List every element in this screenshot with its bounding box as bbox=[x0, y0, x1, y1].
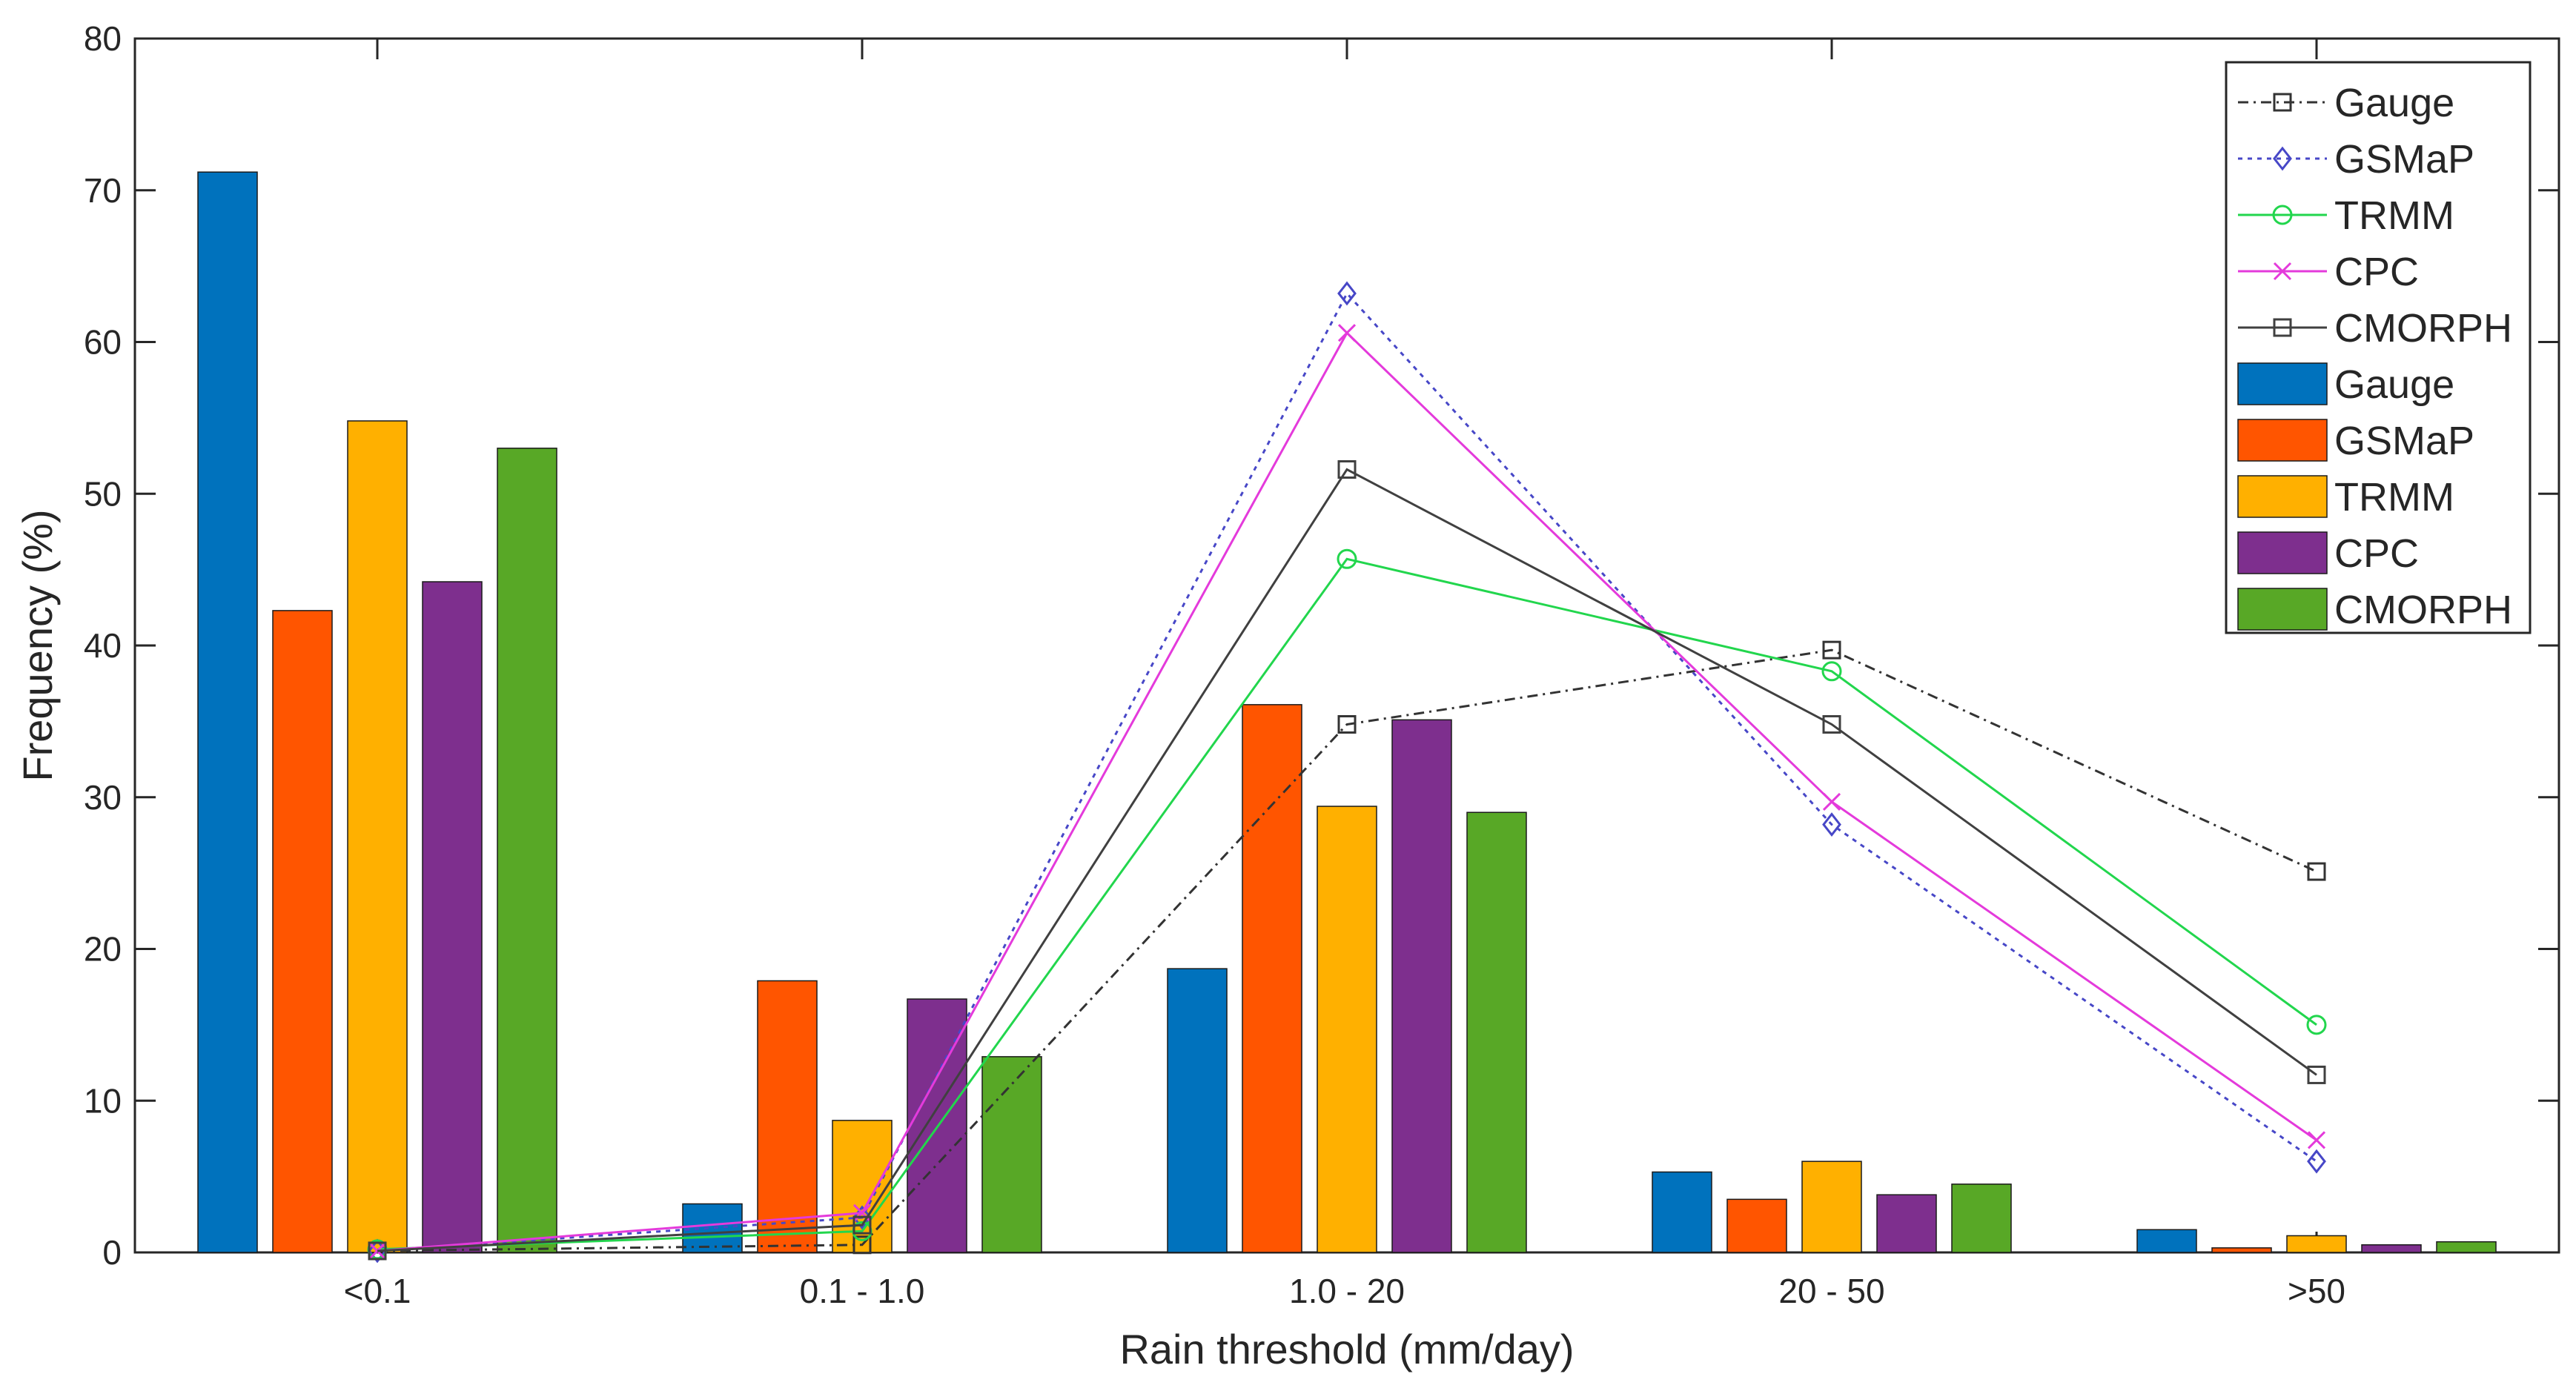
x-axis: <0.1 0.1 - 1.0 1.0 - 20 20 - 50 >50 bbox=[344, 39, 2345, 1310]
bar-cpc bbox=[2361, 1244, 2422, 1253]
y-tick-label: 10 bbox=[84, 1081, 122, 1120]
point-gauge bbox=[1337, 714, 1357, 734]
bar-gsmap bbox=[757, 980, 818, 1253]
point-cpc bbox=[1822, 792, 1841, 811]
x-tick-label: 0.1 - 1.0 bbox=[800, 1272, 925, 1310]
bar-cpc bbox=[1876, 1194, 1937, 1253]
legend-bar-swatch-trmm bbox=[2237, 475, 2328, 518]
point-gauge bbox=[1822, 640, 1841, 660]
bar-series-group bbox=[197, 171, 2497, 1253]
y-tick-label: 70 bbox=[84, 171, 122, 210]
legend-bar-swatch-cpc bbox=[2237, 531, 2328, 574]
legend-marker-gsmap bbox=[2273, 146, 2292, 171]
x-axis-label: Rain threshold (mm/day) bbox=[1119, 1326, 1574, 1372]
bar-cmorph bbox=[2436, 1241, 2497, 1253]
point-gauge bbox=[2307, 862, 2326, 881]
line-gauge bbox=[377, 648, 2317, 1252]
bar-gsmap bbox=[272, 610, 333, 1253]
y-axis: 0 10 20 30 40 50 60 70 80 bbox=[84, 19, 2559, 1272]
y-tick-label: 30 bbox=[84, 778, 122, 817]
bar-gauge bbox=[682, 1203, 743, 1253]
point-gsmap bbox=[1337, 281, 1357, 306]
bar-cpc bbox=[422, 581, 483, 1253]
bar-series-gsmap bbox=[272, 610, 2272, 1253]
legend-marker-gauge bbox=[2273, 93, 2292, 112]
point-trmm bbox=[1337, 548, 1357, 569]
point-trmm bbox=[2306, 1015, 2327, 1035]
line-cmorph bbox=[377, 468, 2317, 1252]
point-gsmap bbox=[2307, 1149, 2326, 1174]
point-cmorph bbox=[368, 1241, 387, 1261]
point-gauge bbox=[852, 1235, 872, 1255]
point-gsmap bbox=[1822, 812, 1841, 837]
legend-label-line-gauge: Gauge bbox=[2334, 81, 2454, 125]
bar-trmm bbox=[1317, 806, 1377, 1253]
point-cmorph bbox=[852, 1215, 872, 1235]
legend-label-line-gsmap: GSMaP bbox=[2334, 137, 2474, 182]
bar-gauge bbox=[2136, 1229, 2197, 1253]
legend-bar-swatch-gauge bbox=[2237, 362, 2328, 405]
point-cpc bbox=[2307, 1131, 2326, 1149]
legend-label-line-trmm: TRMM bbox=[2334, 193, 2454, 238]
y-tick-label: 60 bbox=[84, 323, 122, 362]
point-cmorph bbox=[1822, 714, 1841, 734]
legend-marker-trmm bbox=[2272, 205, 2293, 225]
legend-label-line-cmorph: CMORPH bbox=[2334, 306, 2512, 351]
legend-bar-swatch-gsmap bbox=[2237, 419, 2328, 462]
x-tick-label: 20 - 50 bbox=[1778, 1272, 1884, 1310]
legend-label-bar-cmorph: CMORPH bbox=[2334, 588, 2512, 632]
point-cpc bbox=[1337, 324, 1357, 342]
bar-gauge bbox=[1652, 1171, 1712, 1253]
bar-cmorph bbox=[497, 448, 557, 1253]
bar-trmm bbox=[2286, 1235, 2347, 1253]
legend: Gauge GSMaP TRMM CPC CMORPH Gauge GSMaP TRMM CPC… bbox=[2225, 61, 2532, 634]
bar-cmorph bbox=[1951, 1183, 2012, 1253]
bar-series-gauge bbox=[197, 171, 2197, 1253]
bar-gauge bbox=[1167, 968, 1228, 1253]
bar-cmorph bbox=[1466, 811, 1527, 1253]
y-tick-label: 20 bbox=[84, 930, 122, 969]
legend-label-bar-trmm: TRMM bbox=[2334, 475, 2454, 519]
bar-gauge bbox=[197, 171, 258, 1253]
point-gsmap bbox=[368, 1238, 387, 1264]
bar-series-cmorph bbox=[497, 448, 2497, 1253]
x-tick-label: >50 bbox=[2288, 1272, 2345, 1310]
point-trmm bbox=[1821, 661, 1842, 682]
bar-gsmap bbox=[1242, 704, 1302, 1253]
y-tick-label: 40 bbox=[84, 626, 122, 665]
legend-bar-swatch-cmorph bbox=[2237, 588, 2328, 631]
bar-gsmap bbox=[1726, 1198, 1787, 1253]
x-tick-label: 1.0 - 20 bbox=[1289, 1272, 1405, 1310]
bar-cpc bbox=[1391, 719, 1452, 1253]
line-series-group bbox=[367, 281, 2327, 1264]
legend-label-bar-gsmap: GSMaP bbox=[2334, 419, 2474, 463]
bar-gsmap bbox=[2211, 1247, 2272, 1253]
legend-label-bar-gauge: Gauge bbox=[2334, 362, 2454, 407]
point-cmorph bbox=[1337, 459, 1357, 479]
bar-trmm bbox=[347, 420, 408, 1253]
line-trmm bbox=[377, 557, 2317, 1251]
y-tick-label: 50 bbox=[84, 474, 122, 513]
legend-label-bar-cpc: CPC bbox=[2334, 531, 2419, 576]
legend-label-line-cpc: CPC bbox=[2334, 250, 2419, 294]
bar-cmorph bbox=[981, 1056, 1042, 1253]
bar-trmm bbox=[1801, 1161, 1862, 1253]
line-series-cmorph bbox=[368, 459, 2326, 1261]
y-tick-label: 0 bbox=[102, 1233, 122, 1272]
legend-marker-cpc bbox=[2273, 262, 2292, 281]
x-tick-label: <0.1 bbox=[344, 1272, 411, 1310]
point-cmorph bbox=[2307, 1065, 2326, 1084]
y-axis-label: Frequency (%) bbox=[14, 509, 61, 781]
y-tick-label: 80 bbox=[84, 19, 122, 58]
legend-marker-cmorph bbox=[2273, 318, 2292, 337]
